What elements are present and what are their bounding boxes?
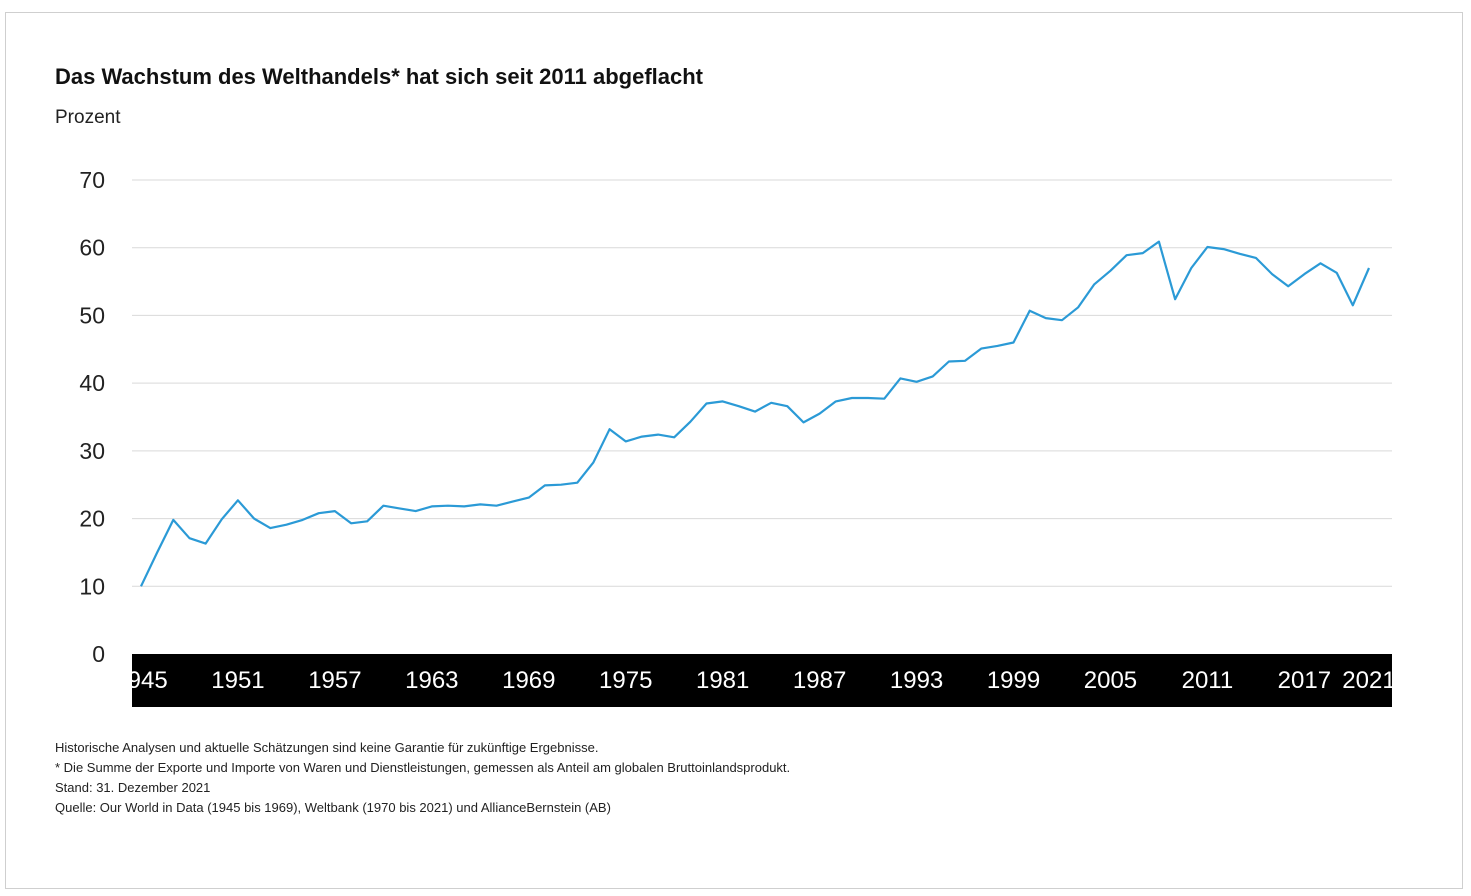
footnotes: Historische Analysen und aktuelle Schätz… [55,738,790,818]
y-tick-label-20: 20 [79,506,105,532]
x-tick-label-1969: 1969 [502,667,555,694]
disclaimer-note: Historische Analysen und aktuelle Schätz… [55,740,599,755]
chart-title: Das Wachstum des Welthandels* hat sich s… [55,64,704,89]
y-tick-label-50: 50 [79,302,105,328]
date-note: Stand: 31. Dezember 2021 [55,780,211,795]
x-tick-label-2021: 2021 [1342,667,1395,694]
x-tick-label-1981: 1981 [696,667,749,694]
asterisk-note: * Die Summe der Exporte und Importe von … [55,760,791,775]
y-tick-label-70: 70 [79,167,105,193]
x-tick-label-1993: 1993 [890,667,943,694]
x-tick-label-2011: 2011 [1182,667,1234,694]
y-tick-label-40: 40 [79,370,105,396]
y-axis-unit-label: Prozent [55,107,121,128]
y-tick-label-30: 30 [79,438,105,464]
x-tick-label-1987: 1987 [793,667,846,694]
y-tick-label-10: 10 [79,573,105,599]
y-tick-label-0: 0 [92,641,105,667]
x-tick-label-1975: 1975 [599,667,652,694]
x-axis-band [132,654,1392,707]
source-note: Quelle: Our World in Data (1945 bis 1969… [55,800,611,815]
x-tick-label-1957: 1957 [308,667,361,694]
x-tick-label-1951: 1951 [211,667,264,694]
x-tick-label-1963: 1963 [405,667,458,694]
series-line [140,240,1371,587]
x-tick-label-1999: 1999 [987,667,1040,694]
x-tick-label-2017: 2017 [1278,667,1331,694]
x-tick-label-1945: 1945 [114,667,167,694]
x-tick-label-2005: 2005 [1084,667,1137,694]
y-tick-label-60: 60 [79,235,105,261]
chart-frame [5,12,1463,889]
